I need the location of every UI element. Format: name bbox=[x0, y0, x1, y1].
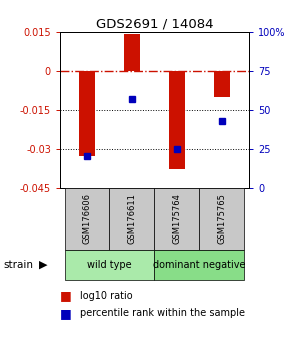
Title: GDS2691 / 14084: GDS2691 / 14084 bbox=[96, 18, 213, 31]
Bar bbox=[214, 71, 230, 97]
Text: GSM176606: GSM176606 bbox=[82, 193, 91, 244]
Text: GSM175764: GSM175764 bbox=[172, 193, 182, 244]
Bar bbox=[154, 188, 200, 250]
Bar bbox=[124, 34, 140, 71]
Bar bbox=[110, 188, 154, 250]
Bar bbox=[154, 250, 244, 280]
Bar bbox=[64, 188, 110, 250]
Text: log10 ratio: log10 ratio bbox=[80, 291, 132, 301]
Text: strain: strain bbox=[3, 259, 33, 270]
Text: dominant negative: dominant negative bbox=[153, 259, 246, 270]
Text: GSM175765: GSM175765 bbox=[218, 193, 226, 244]
Text: ▶: ▶ bbox=[39, 259, 47, 270]
Text: wild type: wild type bbox=[87, 259, 132, 270]
Text: percentile rank within the sample: percentile rank within the sample bbox=[80, 308, 244, 318]
Text: ■: ■ bbox=[60, 289, 72, 302]
Bar bbox=[64, 250, 154, 280]
Bar bbox=[200, 188, 244, 250]
Bar bbox=[79, 71, 95, 156]
Text: ■: ■ bbox=[60, 307, 72, 320]
Text: GSM176611: GSM176611 bbox=[128, 193, 136, 244]
Bar bbox=[169, 71, 185, 170]
